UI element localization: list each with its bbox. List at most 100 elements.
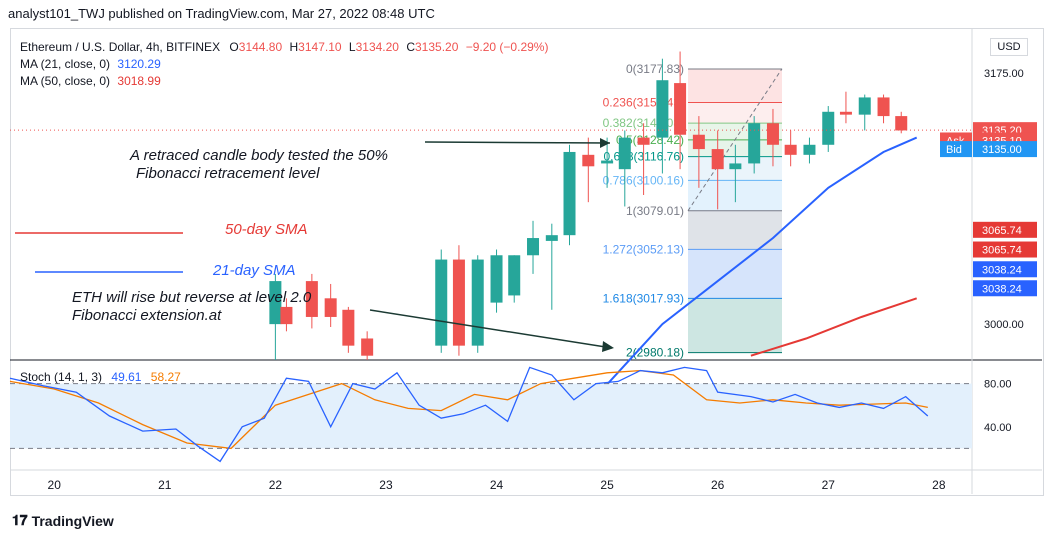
publisher-header: analyst101_TWJ published on TradingView.… (8, 6, 435, 21)
candle-body (858, 97, 871, 115)
time-tick-label: 20 (48, 478, 62, 492)
ohlc-close-key: C (406, 40, 415, 54)
fib-level-label: 0.236(3154.43) (603, 96, 684, 110)
candle-body (674, 83, 687, 135)
footer-brand[interactable]: 𝟏𝟕 TradingView (12, 512, 114, 529)
candle-body (729, 163, 742, 170)
candle-body (305, 281, 318, 317)
candle-body (269, 281, 282, 325)
candle-body (784, 144, 797, 155)
ma50-line (750, 297, 918, 357)
annotation-extension-line1: ETH will rise but reverse at level 2.0 (72, 289, 312, 306)
candle-body (280, 306, 293, 325)
candle-body (527, 238, 540, 256)
symbol-label: Ethereum / U.S. Dollar, 4h, BITFINEX (20, 40, 221, 54)
price-badge-label: 3038.24 (982, 283, 1022, 295)
stoch-k-line (9, 366, 929, 463)
candle-body (582, 154, 595, 167)
fib-level-label: 1.272(3052.13) (603, 242, 684, 256)
annotation-sma21: 21-day SMA (213, 262, 296, 279)
price-tick-label: 3175.00 (984, 68, 1024, 80)
tradingview-logo-icon: 𝟏𝟕 (12, 512, 28, 528)
price-badge-tag-label: Bid (946, 144, 962, 156)
fib-band (688, 210, 782, 250)
candle-body (803, 144, 816, 155)
currency-label: USD (997, 41, 1021, 53)
ohlc-high-key: H (289, 40, 299, 54)
price-badge (973, 280, 1037, 297)
fib-level-label: 2(2980.18) (626, 346, 684, 360)
stoch-label: Stoch (14, 1, 3) (20, 370, 103, 384)
candle-body (692, 134, 705, 150)
candle-body (508, 255, 521, 296)
chart-legend: Ethereum / U.S. Dollar, 4h, BITFINEX O31… (20, 39, 548, 90)
time-tick-label: 21 (158, 478, 172, 492)
price-badge-label: 3038.24 (982, 264, 1022, 276)
ohlc-low-key: L (348, 40, 356, 54)
annotation-arrow-head (600, 138, 610, 148)
candle-body (342, 309, 355, 346)
price-badge-label: 3065.74 (982, 245, 1022, 257)
fib-band (688, 68, 782, 103)
stoch-tick-label: 80.00 (984, 379, 1012, 391)
fib-level-label: 1.618(3017.93) (603, 291, 684, 305)
candle-body (452, 259, 465, 346)
candle-body (839, 111, 852, 115)
candle-body (563, 151, 576, 236)
annotation-arrow-retrace (424, 141, 611, 144)
candle-body (822, 111, 835, 145)
time-tick-label: 28 (932, 478, 946, 492)
ohlc-open-value: 3144.80 (238, 40, 283, 54)
annotation-arrow-head (602, 341, 614, 352)
annotation-retrace-line2: Fibonacci retracement level (136, 165, 320, 182)
candle-body (877, 97, 890, 117)
stoch-k-value: 49.61 (111, 370, 142, 384)
candle-body (748, 123, 761, 164)
ohlc-change: −9.20 (−0.29%) (465, 40, 549, 54)
ma21-value: 3120.29 (117, 57, 161, 71)
time-tick-label: 27 (822, 478, 836, 492)
price-badge (973, 241, 1037, 258)
candle-body (324, 298, 337, 317)
annotation-retrace-line1: A retraced candle body tested the 50% (130, 147, 388, 164)
fib-band (688, 298, 782, 353)
candle-body (471, 259, 484, 346)
candle-body (656, 80, 669, 138)
annotation-sma50: 50-day SMA (225, 221, 308, 238)
fib-level-label: 0(3177.83) (626, 62, 684, 76)
candle-body (711, 149, 724, 170)
fib-band (688, 102, 782, 124)
candle-body (545, 235, 558, 241)
annotation-extension-line2: Fibonacci extension.at (72, 307, 222, 324)
ohlc-high-value: 3147.10 (298, 40, 342, 54)
stoch-d-value: 58.27 (150, 370, 181, 384)
ma21-row[interactable]: MA (21, close, 0) 3120.29 (20, 56, 548, 73)
candle-body (601, 160, 614, 164)
stoch-band (10, 383, 972, 449)
ohlc-open-key: O (229, 40, 239, 54)
candle-body (895, 116, 908, 131)
currency-button[interactable]: USD (990, 38, 1028, 56)
price-tick-label: 3000.00 (984, 319, 1024, 331)
ohlc-low-value: 3134.20 (355, 40, 399, 54)
ma21-label: MA (21, close, 0) (20, 57, 111, 71)
candle-body (637, 137, 650, 145)
time-tick-label: 26 (711, 478, 725, 492)
price-badge (973, 261, 1037, 278)
stoch-tick-label: 40.00 (984, 422, 1012, 434)
price-badge-tag (940, 141, 972, 158)
price-badge-label: 3065.74 (982, 225, 1022, 237)
stoch-legend: Stoch (14, 1, 3) 49.61 58.27 (20, 370, 181, 384)
candle-body (618, 137, 631, 170)
symbol-row: Ethereum / U.S. Dollar, 4h, BITFINEX O31… (20, 39, 548, 56)
ma50-row[interactable]: MA (50, close, 0) 3018.99 (20, 73, 548, 90)
time-tick-label: 25 (600, 478, 614, 492)
footer-brand-label: TradingView (31, 512, 114, 529)
time-tick-label: 23 (379, 478, 393, 492)
candle-body (435, 259, 448, 346)
time-tick-label: 24 (490, 478, 504, 492)
candle-body (490, 255, 503, 303)
ma21-line (606, 136, 918, 386)
candle-body (766, 123, 779, 145)
